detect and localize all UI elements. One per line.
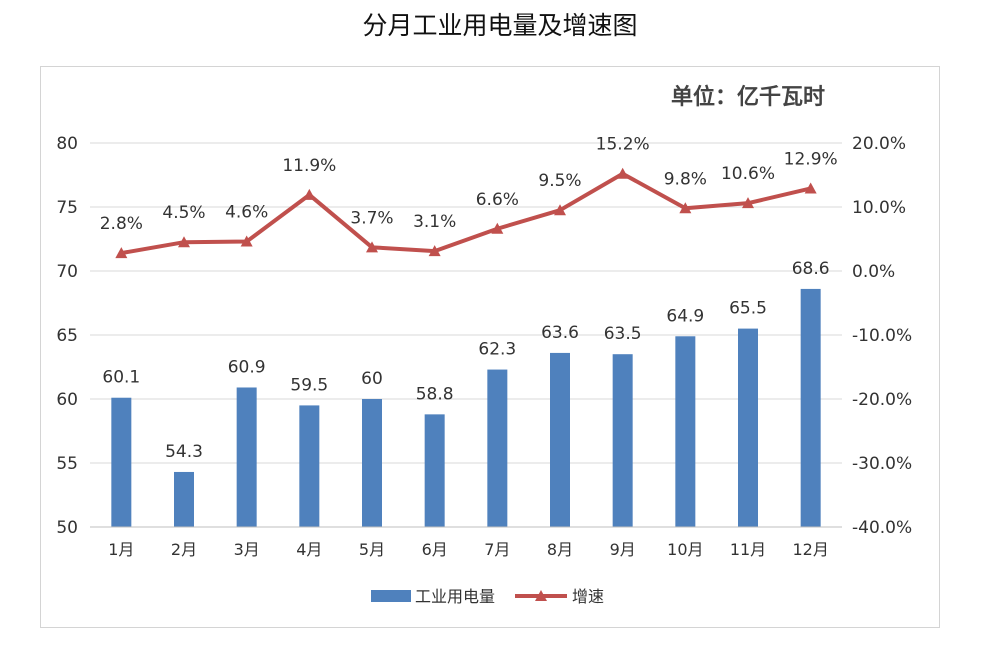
x-tick-label: 4月 xyxy=(296,540,322,559)
growth-marker xyxy=(115,247,128,259)
growth-marker xyxy=(616,167,629,179)
y-left-tick-label: 60 xyxy=(56,390,78,410)
bar-value-label: 60 xyxy=(361,369,383,389)
unit-label: 单位：亿千瓦时 xyxy=(671,84,825,110)
y-right-tick-label: -40.0% xyxy=(852,518,912,538)
bar-value-label: 63.6 xyxy=(541,323,579,343)
y-right-tick-label: -10.0% xyxy=(852,326,912,346)
bar-value-label: 64.9 xyxy=(666,306,704,326)
y-left-tick-label: 50 xyxy=(56,518,78,538)
axes: 50 55 60 65 70 75 80 -40.0% -30.0% -20.0% -10.0% 0.… xyxy=(56,134,912,559)
y-left-tick-label: 55 xyxy=(56,454,78,474)
growth-line-path xyxy=(120,171,812,256)
growth-marker xyxy=(366,241,378,253)
growth-value-label: 10.6% xyxy=(721,164,775,184)
bar xyxy=(675,336,696,527)
y-right-tick-label: 20.0% xyxy=(852,134,906,154)
x-tick-label: 11月 xyxy=(730,540,766,559)
y-left-tick-label: 75 xyxy=(56,198,78,218)
bar xyxy=(111,397,132,527)
bar-value-label: 59.5 xyxy=(290,375,328,395)
y-left-tick-label: 80 xyxy=(56,134,78,154)
growth-marker xyxy=(742,197,754,209)
x-tick-label: 9月 xyxy=(610,540,636,559)
legend: 工业用电量 增速 xyxy=(371,587,604,606)
x-tick-label: 7月 xyxy=(484,540,510,559)
bar xyxy=(424,414,445,527)
growth-value-label: 4.5% xyxy=(162,203,205,223)
bar-value-label: 60.9 xyxy=(228,357,266,377)
growth-marker xyxy=(554,204,566,216)
bar xyxy=(174,471,194,527)
growth-line xyxy=(115,167,817,259)
data-labels: 60.1 54.3 60.9 59.5 60 58.8 62.3 63.6 63.5 64.9 65… xyxy=(100,135,838,462)
bar xyxy=(362,399,382,527)
chart-frame xyxy=(40,66,940,628)
page-title: 分月工业用电量及增速图 xyxy=(362,11,638,40)
growth-marker xyxy=(804,182,817,194)
growth-value-label: 12.9% xyxy=(784,149,838,169)
growth-marker xyxy=(679,202,692,214)
growth-value-label: 6.6% xyxy=(476,190,519,210)
bar-value-label: 58.8 xyxy=(416,384,454,404)
growth-marker xyxy=(178,236,190,248)
bar-value-label: 63.5 xyxy=(604,324,642,344)
growth-value-label: 4.6% xyxy=(225,203,268,223)
bar-value-label: 62.3 xyxy=(478,340,516,360)
growth-value-label: 9.8% xyxy=(664,169,707,189)
y-right-tick-label: -30.0% xyxy=(852,454,912,474)
legend-label-bar: 工业用电量 xyxy=(415,587,495,606)
x-tick-label: 1月 xyxy=(108,540,134,559)
bar xyxy=(487,369,508,527)
y-right-tick-label: -20.0% xyxy=(852,390,912,410)
growth-value-label: 11.9% xyxy=(282,156,336,176)
x-tick-label: 5月 xyxy=(359,540,385,559)
growth-value-label: 9.5% xyxy=(538,171,581,191)
bar xyxy=(550,352,570,527)
x-tick-label: 6月 xyxy=(422,540,448,559)
x-tick-label: 2月 xyxy=(171,540,197,559)
bar xyxy=(299,405,320,527)
bar xyxy=(738,328,758,527)
x-tick-label: 3月 xyxy=(234,540,260,559)
legend-label-line: 增速 xyxy=(572,587,604,606)
growth-marker xyxy=(303,188,316,200)
x-tick-label: 12月 xyxy=(792,540,828,559)
gridlines xyxy=(90,142,842,528)
growth-marker xyxy=(491,222,504,234)
legend-swatch-bar xyxy=(371,590,411,602)
x-tick-label: 8月 xyxy=(547,540,573,559)
growth-value-label: 15.2% xyxy=(596,135,650,155)
bar-value-label: 54.3 xyxy=(165,442,203,462)
growth-value-label: 3.7% xyxy=(350,208,393,228)
growth-value-label: 3.1% xyxy=(413,212,456,232)
y-left-tick-label: 70 xyxy=(56,262,78,282)
bars xyxy=(111,288,821,527)
bar-value-label: 68.6 xyxy=(792,259,830,279)
bar xyxy=(800,288,821,527)
growth-marker xyxy=(240,235,253,247)
legend-marker-triangle xyxy=(535,590,547,601)
bar-value-label: 65.5 xyxy=(729,299,767,319)
y-right-tick-label: 10.0% xyxy=(852,198,906,218)
bar-value-label: 60.1 xyxy=(102,368,140,388)
y-right-tick-label: 0.0% xyxy=(852,262,895,282)
growth-marker xyxy=(428,245,441,257)
x-tick-label: 10月 xyxy=(667,540,703,559)
bar xyxy=(612,354,633,527)
bar xyxy=(236,387,257,527)
y-left-tick-label: 65 xyxy=(56,326,78,346)
growth-value-label: 2.8% xyxy=(100,214,143,234)
